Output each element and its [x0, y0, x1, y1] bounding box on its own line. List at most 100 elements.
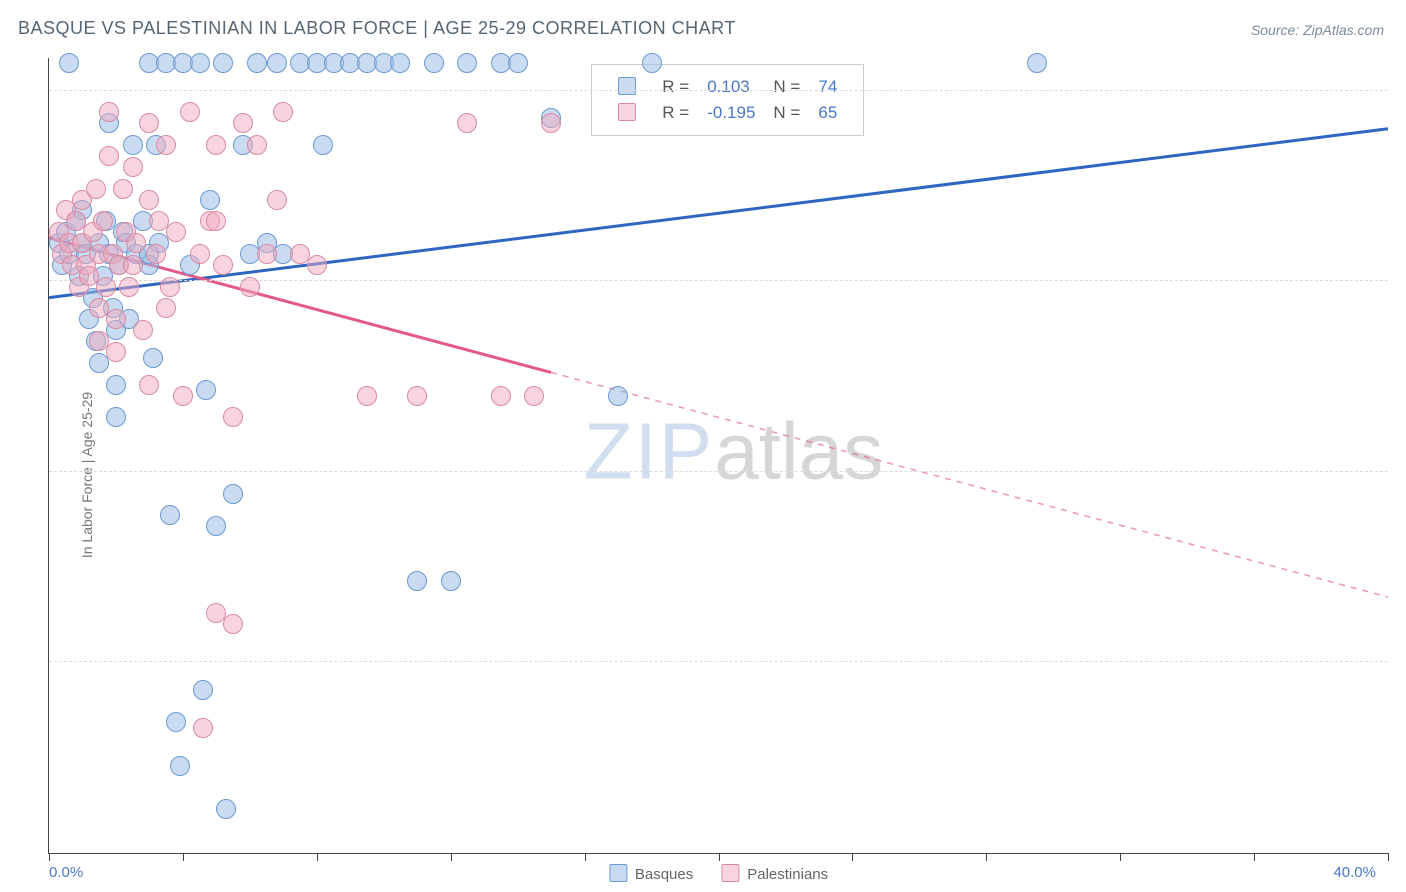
scatter-point — [307, 255, 327, 275]
scatter-point — [173, 386, 193, 406]
x-tick — [49, 853, 50, 861]
gridline-h — [49, 471, 1388, 472]
source-attribution: Source: ZipAtlas.com — [1251, 22, 1384, 38]
y-tick-label: 47.5% — [1398, 649, 1406, 666]
scatter-point — [123, 157, 143, 177]
scatter-point — [96, 277, 116, 297]
plot-area: ZIPatlas R =0.103N =74R =-0.195N =65 0.0… — [48, 58, 1388, 854]
y-tick-label: 65.0% — [1398, 458, 1406, 475]
legend-r-value: 0.103 — [699, 75, 763, 99]
scatter-point — [541, 113, 561, 133]
scatter-point — [190, 244, 210, 264]
scatter-point — [247, 53, 267, 73]
x-tick — [585, 853, 586, 861]
x-legend-label: Palestinians — [747, 866, 828, 883]
scatter-point — [156, 298, 176, 318]
scatter-point — [524, 386, 544, 406]
scatter-point — [106, 342, 126, 362]
y-tick-label: 100.0% — [1398, 77, 1406, 94]
scatter-point — [59, 53, 79, 73]
chart-title: BASQUE VS PALESTINIAN IN LABOR FORCE | A… — [18, 18, 736, 39]
x-legend-item: Basques — [609, 864, 693, 883]
legend-n-label: N = — [765, 101, 808, 125]
x-tick — [1120, 853, 1121, 861]
scatter-point — [99, 146, 119, 166]
scatter-point — [213, 255, 233, 275]
legend-swatch — [609, 864, 627, 882]
legend-swatch — [618, 103, 636, 121]
scatter-point — [223, 407, 243, 427]
gridline-h — [49, 90, 1388, 91]
correlation-legend: R =0.103N =74R =-0.195N =65 — [591, 64, 864, 136]
legend-swatch — [721, 864, 739, 882]
scatter-point — [1027, 53, 1047, 73]
scatter-point — [160, 505, 180, 525]
legend-row: R =0.103N =74 — [610, 75, 845, 99]
scatter-point — [491, 386, 511, 406]
scatter-point — [93, 211, 113, 231]
scatter-point — [390, 53, 410, 73]
scatter-point — [267, 190, 287, 210]
legend-r-label: R = — [654, 101, 697, 125]
scatter-point — [193, 718, 213, 738]
regression-lines-svg — [49, 58, 1388, 853]
scatter-point — [424, 53, 444, 73]
scatter-point — [143, 348, 163, 368]
scatter-point — [223, 484, 243, 504]
scatter-point — [86, 179, 106, 199]
scatter-point — [180, 102, 200, 122]
scatter-point — [106, 375, 126, 395]
x-tick — [317, 853, 318, 861]
scatter-point — [123, 255, 143, 275]
regression-line-dashed — [551, 372, 1388, 597]
x-tick — [852, 853, 853, 861]
watermark-atlas: atlas — [714, 406, 883, 495]
legend-swatch — [618, 77, 636, 95]
scatter-point — [357, 386, 377, 406]
scatter-point — [113, 179, 133, 199]
x-legend-item: Palestinians — [721, 864, 828, 883]
x-tick — [719, 853, 720, 861]
x-tick — [451, 853, 452, 861]
scatter-point — [267, 53, 287, 73]
x-tick — [986, 853, 987, 861]
x-tick — [1388, 853, 1389, 861]
scatter-point — [166, 712, 186, 732]
scatter-point — [160, 277, 180, 297]
scatter-point — [156, 135, 176, 155]
scatter-point — [139, 113, 159, 133]
y-tick-label: 82.5% — [1398, 268, 1406, 285]
scatter-point — [233, 113, 253, 133]
scatter-point — [206, 516, 226, 536]
scatter-point — [407, 571, 427, 591]
scatter-point — [170, 756, 190, 776]
x-axis-series-legend: Basques Palestinians — [609, 864, 828, 883]
scatter-point — [313, 135, 333, 155]
scatter-point — [407, 386, 427, 406]
scatter-point — [247, 135, 267, 155]
legend-n-value: 74 — [810, 75, 845, 99]
x-axis-min-label: 0.0% — [49, 864, 83, 881]
scatter-point — [457, 113, 477, 133]
scatter-point — [508, 53, 528, 73]
x-legend-label: Basques — [635, 866, 693, 883]
gridline-h — [49, 661, 1388, 662]
watermark: ZIPatlas — [584, 405, 883, 497]
legend-swatch-cell — [610, 101, 652, 125]
scatter-point — [216, 799, 236, 819]
scatter-point — [146, 244, 166, 264]
legend-swatch-cell — [610, 75, 652, 99]
legend-r-label: R = — [654, 75, 697, 99]
scatter-point — [139, 190, 159, 210]
scatter-point — [642, 53, 662, 73]
x-tick — [1254, 853, 1255, 861]
watermark-zip: ZIP — [584, 406, 714, 495]
scatter-point — [166, 222, 186, 242]
scatter-point — [119, 277, 139, 297]
legend-n-label: N = — [765, 75, 808, 99]
legend-row: R =-0.195N =65 — [610, 101, 845, 125]
scatter-point — [608, 386, 628, 406]
scatter-point — [126, 233, 146, 253]
scatter-point — [240, 277, 260, 297]
scatter-point — [206, 135, 226, 155]
